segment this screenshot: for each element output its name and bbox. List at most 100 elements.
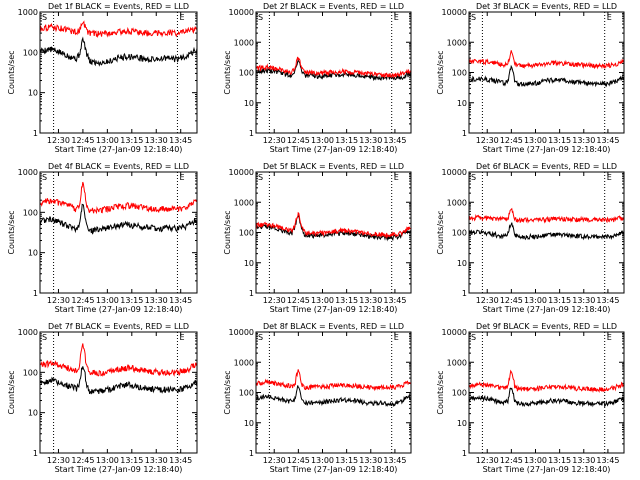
panel-4: Det 4f BLACK = Events, RED = LLD Counts/s… bbox=[7, 162, 198, 314]
panel-title: Det 9f BLACK = Events, RED = LLD bbox=[476, 322, 617, 331]
x-tick-label: 12:30 bbox=[47, 456, 70, 465]
events-series-line bbox=[255, 385, 412, 408]
y-tick-label: 1 bbox=[33, 289, 38, 298]
lld-series-line bbox=[468, 369, 625, 394]
events-series-line bbox=[468, 387, 625, 408]
events-series-line bbox=[39, 36, 198, 67]
y-tick-label: 100 bbox=[239, 229, 254, 238]
x-tick-label: 13:45 bbox=[169, 136, 192, 145]
plot-frame bbox=[468, 331, 625, 454]
events-series-line bbox=[468, 64, 625, 88]
x-tick-label: 12:45 bbox=[71, 136, 94, 145]
y-tick-label: 100 bbox=[452, 389, 467, 398]
e-marker-label: E bbox=[394, 333, 399, 342]
y-tick-label: 10 bbox=[28, 249, 38, 258]
s-marker-label: S bbox=[471, 13, 476, 22]
y-tick-label: 1 bbox=[462, 129, 467, 138]
x-tick-label: 13:15 bbox=[335, 296, 358, 305]
y-tick-label: 1 bbox=[462, 289, 467, 298]
y-tick-label: 100 bbox=[452, 229, 467, 238]
y-tick-label: 100 bbox=[23, 368, 38, 377]
x-axis-label: Start Time (27-Jan-09 12:18:40) bbox=[270, 305, 398, 314]
x-tick-label: 13:00 bbox=[311, 136, 334, 145]
y-axis-label: Counts/sec bbox=[436, 50, 445, 94]
panel-6: Det 6f BLACK = Events, RED = LLD Counts/s… bbox=[436, 162, 625, 314]
y-axis-label: Counts/sec bbox=[223, 50, 232, 94]
x-tick-label: 13:30 bbox=[145, 136, 168, 145]
y-tick-label: 1 bbox=[249, 449, 254, 458]
y-tick-label: 10000 bbox=[442, 8, 467, 17]
y-tick-label: 1000 bbox=[234, 198, 254, 207]
x-tick-label: 13:45 bbox=[596, 456, 619, 465]
y-tick-label: 1 bbox=[33, 449, 38, 458]
x-tick-label: 12:45 bbox=[287, 296, 310, 305]
y-tick-label: 1 bbox=[33, 129, 38, 138]
e-marker-label: E bbox=[607, 13, 612, 22]
plot-frame bbox=[255, 11, 412, 134]
x-tick-label: 12:45 bbox=[71, 296, 94, 305]
events-series-line bbox=[468, 222, 625, 241]
y-tick-label: 10 bbox=[244, 99, 254, 108]
x-tick-label: 12:30 bbox=[263, 136, 286, 145]
x-tick-label: 12:30 bbox=[476, 296, 499, 305]
e-marker-label: E bbox=[179, 333, 184, 342]
x-tick-label: 12:30 bbox=[47, 296, 70, 305]
y-tick-label: 10 bbox=[244, 419, 254, 428]
y-tick-label: 10 bbox=[28, 409, 38, 418]
x-tick-label: 12:45 bbox=[500, 136, 523, 145]
lld-series-line bbox=[255, 56, 412, 79]
x-tick-label: 12:45 bbox=[500, 456, 523, 465]
x-tick-label: 13:15 bbox=[335, 456, 358, 465]
panel-9: Det 9f BLACK = Events, RED = LLD Counts/s… bbox=[436, 322, 625, 474]
y-tick-label: 10000 bbox=[442, 168, 467, 177]
x-axis-label: Start Time (27-Jan-09 12:18:40) bbox=[55, 465, 183, 474]
e-marker-label: E bbox=[179, 13, 184, 22]
lld-series-line bbox=[255, 211, 411, 239]
x-tick-label: 13:15 bbox=[120, 296, 143, 305]
x-tick-label: 13:00 bbox=[311, 296, 334, 305]
x-tick-label: 13:00 bbox=[524, 136, 547, 145]
y-tick-label: 100 bbox=[23, 48, 38, 57]
panel-7: Det 7f BLACK = Events, RED = LLD Counts/s… bbox=[7, 322, 198, 474]
panel-3: Det 3f BLACK = Events, RED = LLD Counts/s… bbox=[436, 2, 625, 154]
x-tick-label: 13:30 bbox=[145, 456, 168, 465]
y-tick-label: 1 bbox=[249, 129, 254, 138]
x-tick-label: 13:00 bbox=[96, 136, 119, 145]
x-axis-label: Start Time (27-Jan-09 12:18:40) bbox=[55, 305, 183, 314]
e-marker-label: E bbox=[607, 333, 612, 342]
y-tick-label: 1000 bbox=[18, 168, 38, 177]
plot-frame bbox=[468, 171, 625, 294]
x-tick-label: 13:00 bbox=[524, 456, 547, 465]
x-tick-label: 13:30 bbox=[572, 136, 595, 145]
x-tick-label: 12:45 bbox=[71, 456, 94, 465]
y-tick-label: 1000 bbox=[447, 198, 467, 207]
x-tick-label: 13:00 bbox=[311, 456, 334, 465]
e-marker-label: E bbox=[607, 173, 612, 182]
y-axis-label: Counts/sec bbox=[7, 370, 16, 414]
events-series-line bbox=[39, 366, 198, 395]
y-tick-label: 10000 bbox=[229, 328, 254, 337]
panel-title: Det 5f BLACK = Events, RED = LLD bbox=[263, 162, 404, 171]
lld-series-line bbox=[39, 343, 198, 377]
y-tick-label: 1000 bbox=[18, 328, 38, 337]
s-marker-label: S bbox=[258, 173, 263, 182]
x-tick-label: 13:00 bbox=[524, 296, 547, 305]
plot-frame bbox=[468, 11, 625, 134]
y-tick-label: 10 bbox=[457, 419, 467, 428]
x-tick-label: 13:30 bbox=[572, 456, 595, 465]
x-tick-label: 13:45 bbox=[383, 296, 406, 305]
x-tick-label: 13:30 bbox=[145, 296, 168, 305]
x-tick-label: 12:30 bbox=[263, 456, 286, 465]
lld-series-line bbox=[39, 20, 198, 39]
x-tick-label: 13:45 bbox=[169, 456, 192, 465]
y-tick-label: 10 bbox=[457, 99, 467, 108]
x-tick-label: 13:45 bbox=[596, 296, 619, 305]
y-axis-label: Counts/sec bbox=[436, 210, 445, 254]
x-tick-label: 13:15 bbox=[335, 136, 358, 145]
s-marker-label: S bbox=[471, 333, 476, 342]
x-tick-label: 13:00 bbox=[96, 296, 119, 305]
y-tick-label: 10000 bbox=[229, 168, 254, 177]
panel-title: Det 1f BLACK = Events, RED = LLD bbox=[48, 2, 189, 11]
lld-series-line bbox=[256, 369, 412, 392]
